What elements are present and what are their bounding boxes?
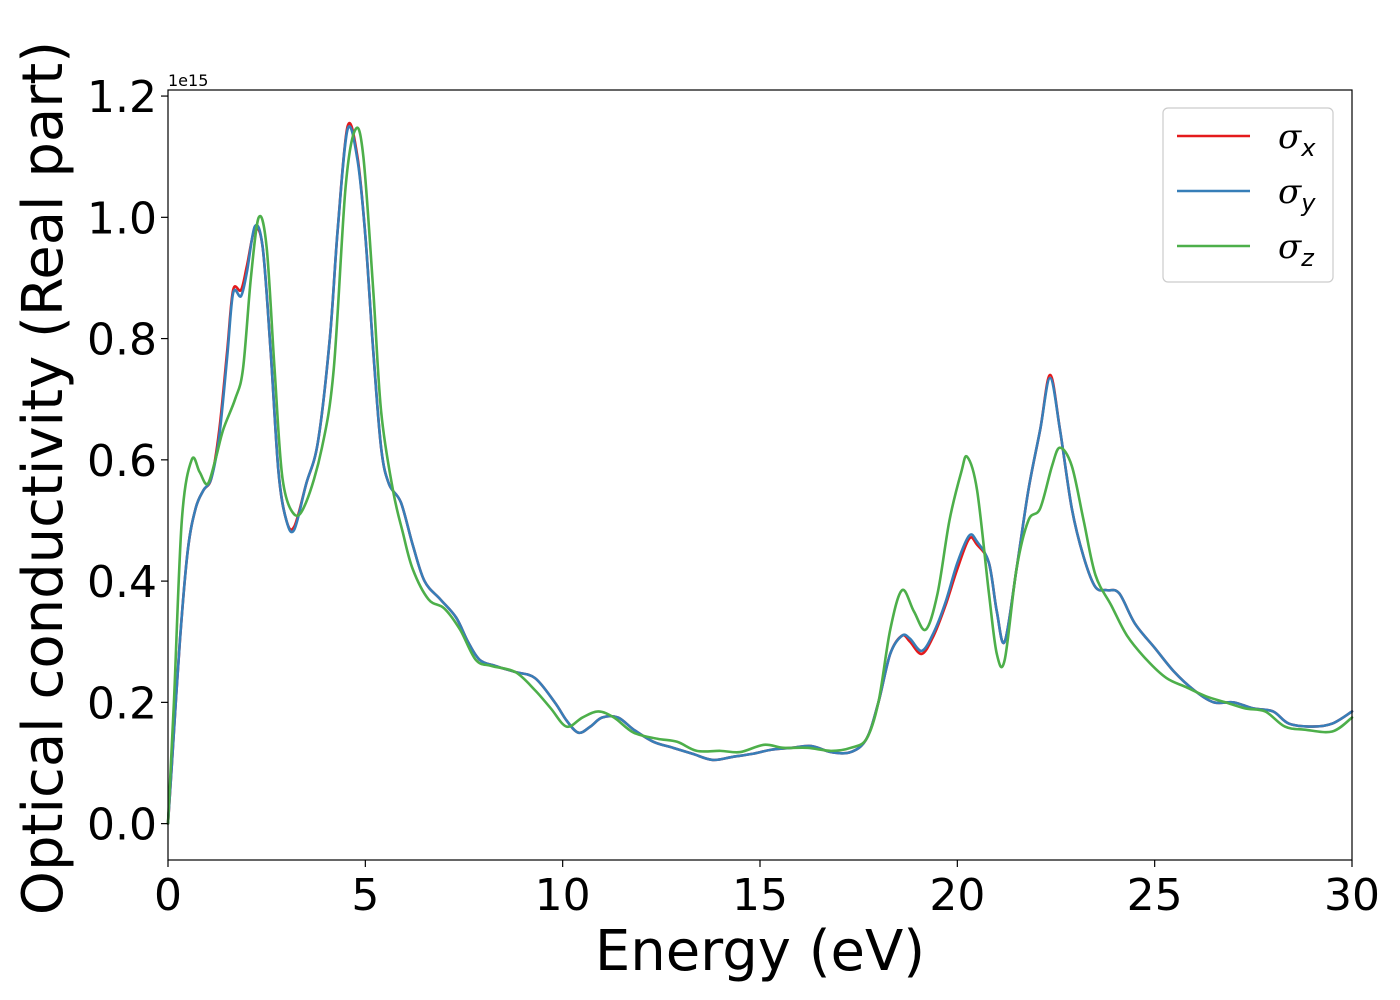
legend-label: σy [1278, 172, 1316, 217]
legend-box [1162, 107, 1334, 283]
legend-subscript: x [1300, 134, 1316, 162]
y-axis-label: Optical conductivity (Real part) [11, 41, 76, 915]
series-layer [166, 122, 1354, 825]
series-line-3 [166, 126, 1354, 825]
x-axis-label: Energy (eV) [595, 919, 925, 984]
y-tick-label: 1.2 [87, 72, 157, 123]
legend-label: σx [1278, 117, 1316, 162]
legend-subscript: y [1300, 189, 1316, 217]
x-tick-label: 25 [1127, 870, 1183, 921]
y-offset-label: 1e15 [168, 71, 208, 90]
y-axis: 0.0 0.2 0.4 0.6 0.8 1.0 1.2 [87, 72, 168, 851]
x-tick-label: 20 [929, 870, 985, 921]
x-tick-label: 15 [732, 870, 788, 921]
x-axis: 0 5 10 15 20 25 30 [154, 860, 1380, 921]
y-tick-label: 0.6 [87, 436, 157, 487]
series-line-2 [166, 125, 1354, 825]
y-tick-label: 0.2 [87, 678, 157, 729]
x-tick-label: 5 [351, 870, 379, 921]
x-tick-label: 0 [154, 870, 182, 921]
y-tick-label: 1.0 [87, 193, 157, 244]
y-tick-label: 0.0 [87, 800, 157, 851]
x-tick-label: 10 [535, 870, 591, 921]
legend-label: σz [1278, 227, 1315, 272]
y-tick-label: 0.4 [87, 557, 157, 608]
x-tick-label: 30 [1324, 870, 1380, 921]
legend-subscript: z [1300, 244, 1315, 272]
y-tick-label: 0.8 [87, 315, 157, 366]
legend-symbol: σ [1278, 117, 1302, 157]
legend-symbol: σ [1278, 227, 1302, 267]
legend-symbol: σ [1278, 172, 1302, 212]
